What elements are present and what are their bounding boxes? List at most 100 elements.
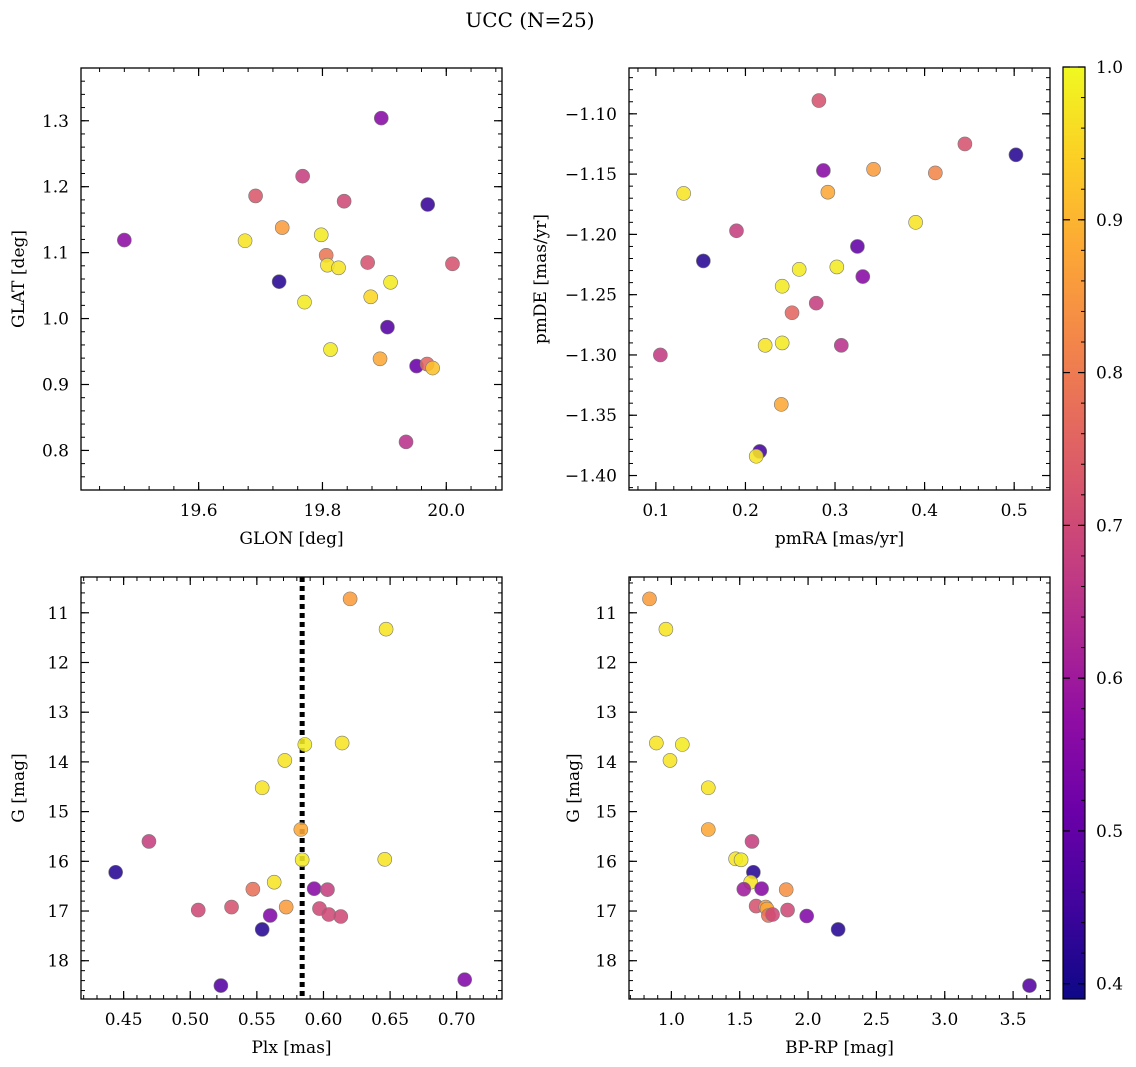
data-point bbox=[380, 319, 395, 335]
x-tick-label: 0.50 bbox=[171, 1010, 209, 1030]
axes-frame bbox=[80, 67, 503, 491]
y-axis-label: GLAT [deg] bbox=[9, 230, 29, 328]
axes-frame bbox=[628, 67, 1051, 491]
x-tick-label: 0.70 bbox=[438, 1010, 476, 1030]
colorbar-tick-label: 0.4 bbox=[1096, 975, 1123, 995]
data-point bbox=[141, 834, 157, 849]
data-point bbox=[254, 922, 270, 937]
data-point bbox=[320, 882, 335, 897]
y-tick-label: 13 bbox=[47, 703, 69, 723]
x-tick-label: 19.8 bbox=[304, 501, 342, 521]
axes-frame bbox=[80, 576, 503, 1000]
y-axis-label: pmDE [mas/yr] bbox=[531, 214, 551, 344]
colorbar-tick-label: 0.6 bbox=[1096, 669, 1123, 689]
data-point bbox=[791, 262, 807, 277]
minor-ticks bbox=[81, 577, 502, 999]
data-point bbox=[653, 347, 668, 363]
data-point bbox=[321, 907, 337, 922]
data-point bbox=[360, 255, 375, 270]
data-point bbox=[700, 780, 716, 796]
data-point bbox=[1008, 147, 1024, 163]
data-point bbox=[323, 342, 338, 357]
y-tick-label: 16 bbox=[47, 852, 69, 872]
data-point bbox=[808, 295, 824, 311]
y-tick-label: −1.35 bbox=[565, 406, 617, 426]
y-tick-label: −1.10 bbox=[565, 105, 617, 125]
data-point bbox=[224, 899, 239, 915]
major-ticks bbox=[629, 68, 1050, 490]
data-point bbox=[833, 338, 849, 353]
scatter-panels: 19.6 19.8 20.0 0.8 0.9 1.0 1.1 1.2 1.3 GLON [deg]… bbox=[9, 67, 1051, 1058]
data-point bbox=[117, 232, 132, 248]
data-point bbox=[297, 294, 312, 310]
data-points bbox=[117, 110, 460, 450]
x-axis-label: BP-RP [mag] bbox=[785, 1038, 894, 1058]
data-point bbox=[445, 256, 460, 272]
x-tick-label: 0.45 bbox=[105, 1010, 143, 1030]
minor-ticks bbox=[629, 68, 1051, 490]
y-axis-label: G [mag] bbox=[564, 753, 584, 822]
data-point bbox=[649, 735, 664, 751]
y-tick-label: 15 bbox=[595, 803, 617, 823]
data-point bbox=[757, 338, 773, 353]
data-point bbox=[334, 735, 350, 751]
x-tick-label: 0.4 bbox=[911, 501, 938, 521]
y-tick-label: −1.30 bbox=[565, 346, 617, 366]
data-point bbox=[278, 899, 294, 915]
y-tick-label: 13 bbox=[595, 703, 617, 723]
data-point bbox=[957, 136, 973, 152]
y-tick-label: 14 bbox=[47, 753, 69, 773]
data-point bbox=[928, 165, 943, 181]
data-point bbox=[306, 881, 322, 896]
data-point bbox=[342, 591, 358, 607]
major-ticks bbox=[81, 68, 502, 490]
data-point bbox=[297, 737, 313, 752]
y-tick-label: 17 bbox=[47, 902, 69, 922]
data-point bbox=[765, 907, 780, 922]
data-point bbox=[748, 448, 764, 464]
panel-glon-glat: 19.6 19.8 20.0 0.8 0.9 1.0 1.1 1.2 1.3 GLON [deg]… bbox=[9, 67, 503, 549]
data-point bbox=[733, 852, 749, 868]
data-point bbox=[773, 397, 789, 412]
y-tick-label: 0.9 bbox=[42, 376, 69, 396]
x-axis-label: GLON [deg] bbox=[239, 529, 343, 549]
data-point bbox=[277, 753, 293, 768]
data-point bbox=[378, 621, 394, 637]
data-point bbox=[744, 834, 760, 849]
data-point bbox=[245, 881, 261, 897]
data-point bbox=[398, 434, 414, 450]
y-tick-label: −1.15 bbox=[565, 165, 617, 185]
data-point bbox=[333, 909, 349, 924]
data-point bbox=[237, 233, 253, 249]
data-point bbox=[696, 253, 711, 269]
colorbar: 0.4 0.5 0.6 0.7 0.8 0.9 1.0 bbox=[1062, 58, 1123, 1000]
y-tick-label: −1.40 bbox=[565, 467, 617, 487]
data-point bbox=[908, 215, 923, 230]
data-point bbox=[778, 882, 794, 897]
y-tick-label: 11 bbox=[595, 604, 617, 624]
data-point bbox=[774, 278, 790, 294]
panel-pmra-pmde: 0.1 0.2 0.3 0.4 0.5 −1.40 −1.35 −1.30 −1.25 −1.20… bbox=[531, 67, 1051, 549]
colorbar-tick-label: 0.9 bbox=[1096, 211, 1123, 231]
data-point bbox=[784, 305, 800, 321]
y-tick-label: 0.8 bbox=[42, 441, 69, 461]
data-point bbox=[820, 184, 836, 200]
y-tick-label: 1.1 bbox=[42, 244, 69, 264]
data-point bbox=[383, 274, 398, 290]
x-tick-label: 0.60 bbox=[305, 1010, 343, 1030]
colorbar-tick-label: 0.8 bbox=[1096, 364, 1123, 384]
y-tick-label: 14 bbox=[595, 753, 617, 773]
y-tick-label: 12 bbox=[47, 653, 69, 673]
y-tick-label: 1.0 bbox=[42, 310, 69, 330]
x-tick-label: 19.6 bbox=[180, 501, 218, 521]
data-point bbox=[271, 274, 287, 289]
data-points bbox=[642, 591, 1037, 993]
data-point bbox=[295, 168, 310, 184]
data-point bbox=[736, 881, 752, 897]
y-tick-label: 16 bbox=[595, 852, 617, 872]
y-tick-label: 18 bbox=[595, 952, 617, 972]
major-ticks bbox=[81, 577, 502, 999]
colorbar-tick-label: 0.5 bbox=[1096, 822, 1123, 842]
data-point bbox=[363, 289, 379, 305]
y-tick-label: 15 bbox=[47, 803, 69, 823]
